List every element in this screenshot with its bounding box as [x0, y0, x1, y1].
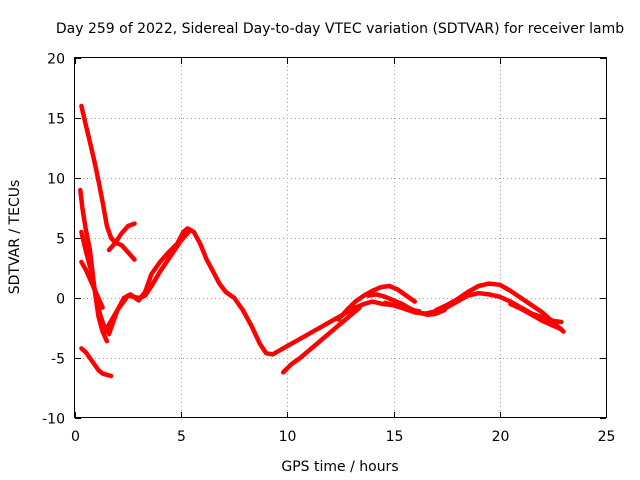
chart-title: Day 259 of 2022, Sidereal Day-to-day VTE… — [56, 21, 624, 37]
series-arc-low — [79, 346, 114, 379]
x-tick-label: 0 — [71, 429, 80, 445]
plot-border — [74, 57, 607, 418]
series-arc-valley-9-13 — [280, 305, 362, 375]
series-arc-mid-13-16 — [336, 283, 418, 322]
series-arc-early-branch — [79, 259, 105, 310]
series-arc-late-low — [508, 301, 564, 332]
y-ticks: -10 -5 0 5 10 15 20 — [42, 52, 606, 428]
y-tick-label: -10 — [42, 412, 65, 428]
x-ticks: 0 5 10 15 20 25 — [71, 58, 615, 445]
y-axis-label: SDTVAR / TECUs — [7, 180, 23, 295]
x-tick-label: 15 — [386, 429, 404, 445]
x-tick-label: 25 — [598, 429, 616, 445]
y-tick-label: 20 — [47, 52, 65, 68]
data-series — [78, 103, 566, 379]
series-arc-rise-2-4 — [104, 228, 192, 331]
x-tick-label: 20 — [492, 429, 510, 445]
series-arc-mid-14-17 — [365, 292, 447, 318]
series-arc-small-rise — [106, 221, 137, 253]
grid-lines — [75, 58, 606, 418]
series-arc-main — [79, 226, 564, 357]
y-tick-label: 5 — [56, 232, 65, 248]
x-axis-label: GPS time / hours — [281, 459, 398, 475]
series-arc-late-17-23 — [433, 281, 566, 334]
y-tick-label: -5 — [51, 352, 65, 368]
y-tick-label: 15 — [47, 112, 65, 128]
x-tick-label: 10 — [279, 429, 297, 445]
y-tick-label: 10 — [47, 172, 65, 188]
y-tick-label: 0 — [56, 292, 65, 308]
series-arc-early-drop — [78, 187, 110, 344]
series-arc-steep — [79, 103, 137, 262]
series-arc-15-16 — [382, 300, 422, 314]
x-tick-label: 5 — [177, 429, 186, 445]
